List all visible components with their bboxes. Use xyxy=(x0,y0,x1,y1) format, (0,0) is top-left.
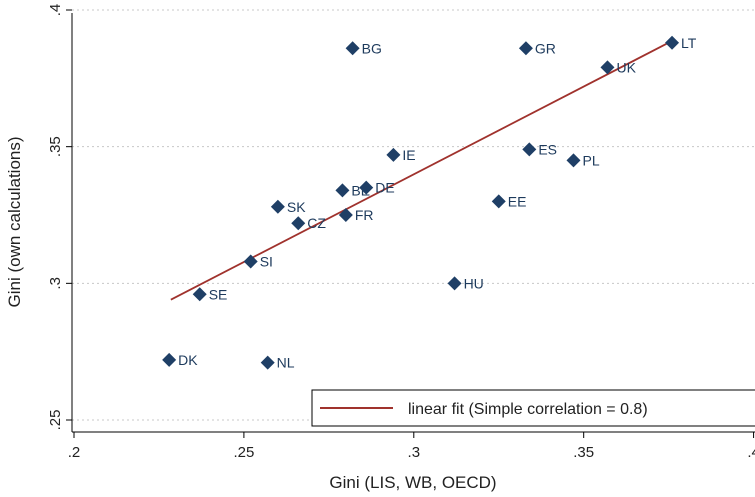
x-tick-label: .3 xyxy=(408,444,421,461)
legend-label: linear fit (Simple correlation = 0.8) xyxy=(408,401,648,418)
point-label-si: SI xyxy=(260,253,273,269)
data-point-ee xyxy=(491,194,506,209)
x-tick-label: .25 xyxy=(233,444,254,461)
x-tick-label: .35 xyxy=(573,444,594,461)
point-label-se: SE xyxy=(209,286,228,302)
point-label-pl: PL xyxy=(582,152,599,168)
data-point-se xyxy=(192,287,207,302)
y-tick-label: .3 xyxy=(47,277,64,290)
data-point-uk xyxy=(600,60,615,75)
data-point-sk xyxy=(270,199,285,214)
data-point-pl xyxy=(566,153,581,168)
data-point-de xyxy=(359,180,374,195)
data-point-lt xyxy=(665,35,680,50)
data-point-hu xyxy=(447,276,462,291)
point-label-de: DE xyxy=(375,180,394,196)
point-label-dk: DK xyxy=(178,352,198,368)
point-label-lt: LT xyxy=(681,35,697,51)
axes: .25.3.35.4.2.25.3.35.4 xyxy=(47,4,755,461)
point-label-uk: UK xyxy=(616,59,636,75)
data-point-nl xyxy=(260,355,275,370)
point-label-ee: EE xyxy=(508,193,527,209)
data-point-fr xyxy=(338,208,353,222)
data-point-cz xyxy=(291,216,306,231)
data-point-gr xyxy=(518,41,533,56)
data-point-bg xyxy=(345,41,360,56)
y-tick-label: .4 xyxy=(47,4,64,17)
data-point-si xyxy=(243,254,258,269)
point-label-hu: HU xyxy=(464,275,484,291)
data-point-dk xyxy=(162,352,177,367)
point-label-fr: FR xyxy=(355,207,374,223)
point-label-ie: IE xyxy=(402,147,415,163)
x-tick-label: .4 xyxy=(747,444,755,461)
x-tick-label: .2 xyxy=(68,444,81,461)
x-axis-title: Gini (LIS, WB, OECD) xyxy=(329,473,496,492)
point-label-cz: CZ xyxy=(307,215,326,231)
y-axis-title: Gini (own calculations) xyxy=(5,136,24,307)
y-tick-label: .35 xyxy=(47,136,64,157)
point-label-nl: NL xyxy=(277,355,295,371)
point-label-bg: BG xyxy=(362,40,382,56)
legend: linear fit (Simple correlation = 0.8) xyxy=(311,389,755,427)
data-point-ie xyxy=(386,147,401,162)
point-label-es: ES xyxy=(538,141,557,157)
fit-line-group xyxy=(170,39,675,301)
point-label-sk: SK xyxy=(287,199,306,215)
data-point-be xyxy=(335,183,350,198)
point-label-gr: GR xyxy=(535,40,556,56)
y-tick-label: .25 xyxy=(47,410,64,431)
linear-fit-line xyxy=(170,39,675,301)
data-point-es xyxy=(522,142,537,157)
